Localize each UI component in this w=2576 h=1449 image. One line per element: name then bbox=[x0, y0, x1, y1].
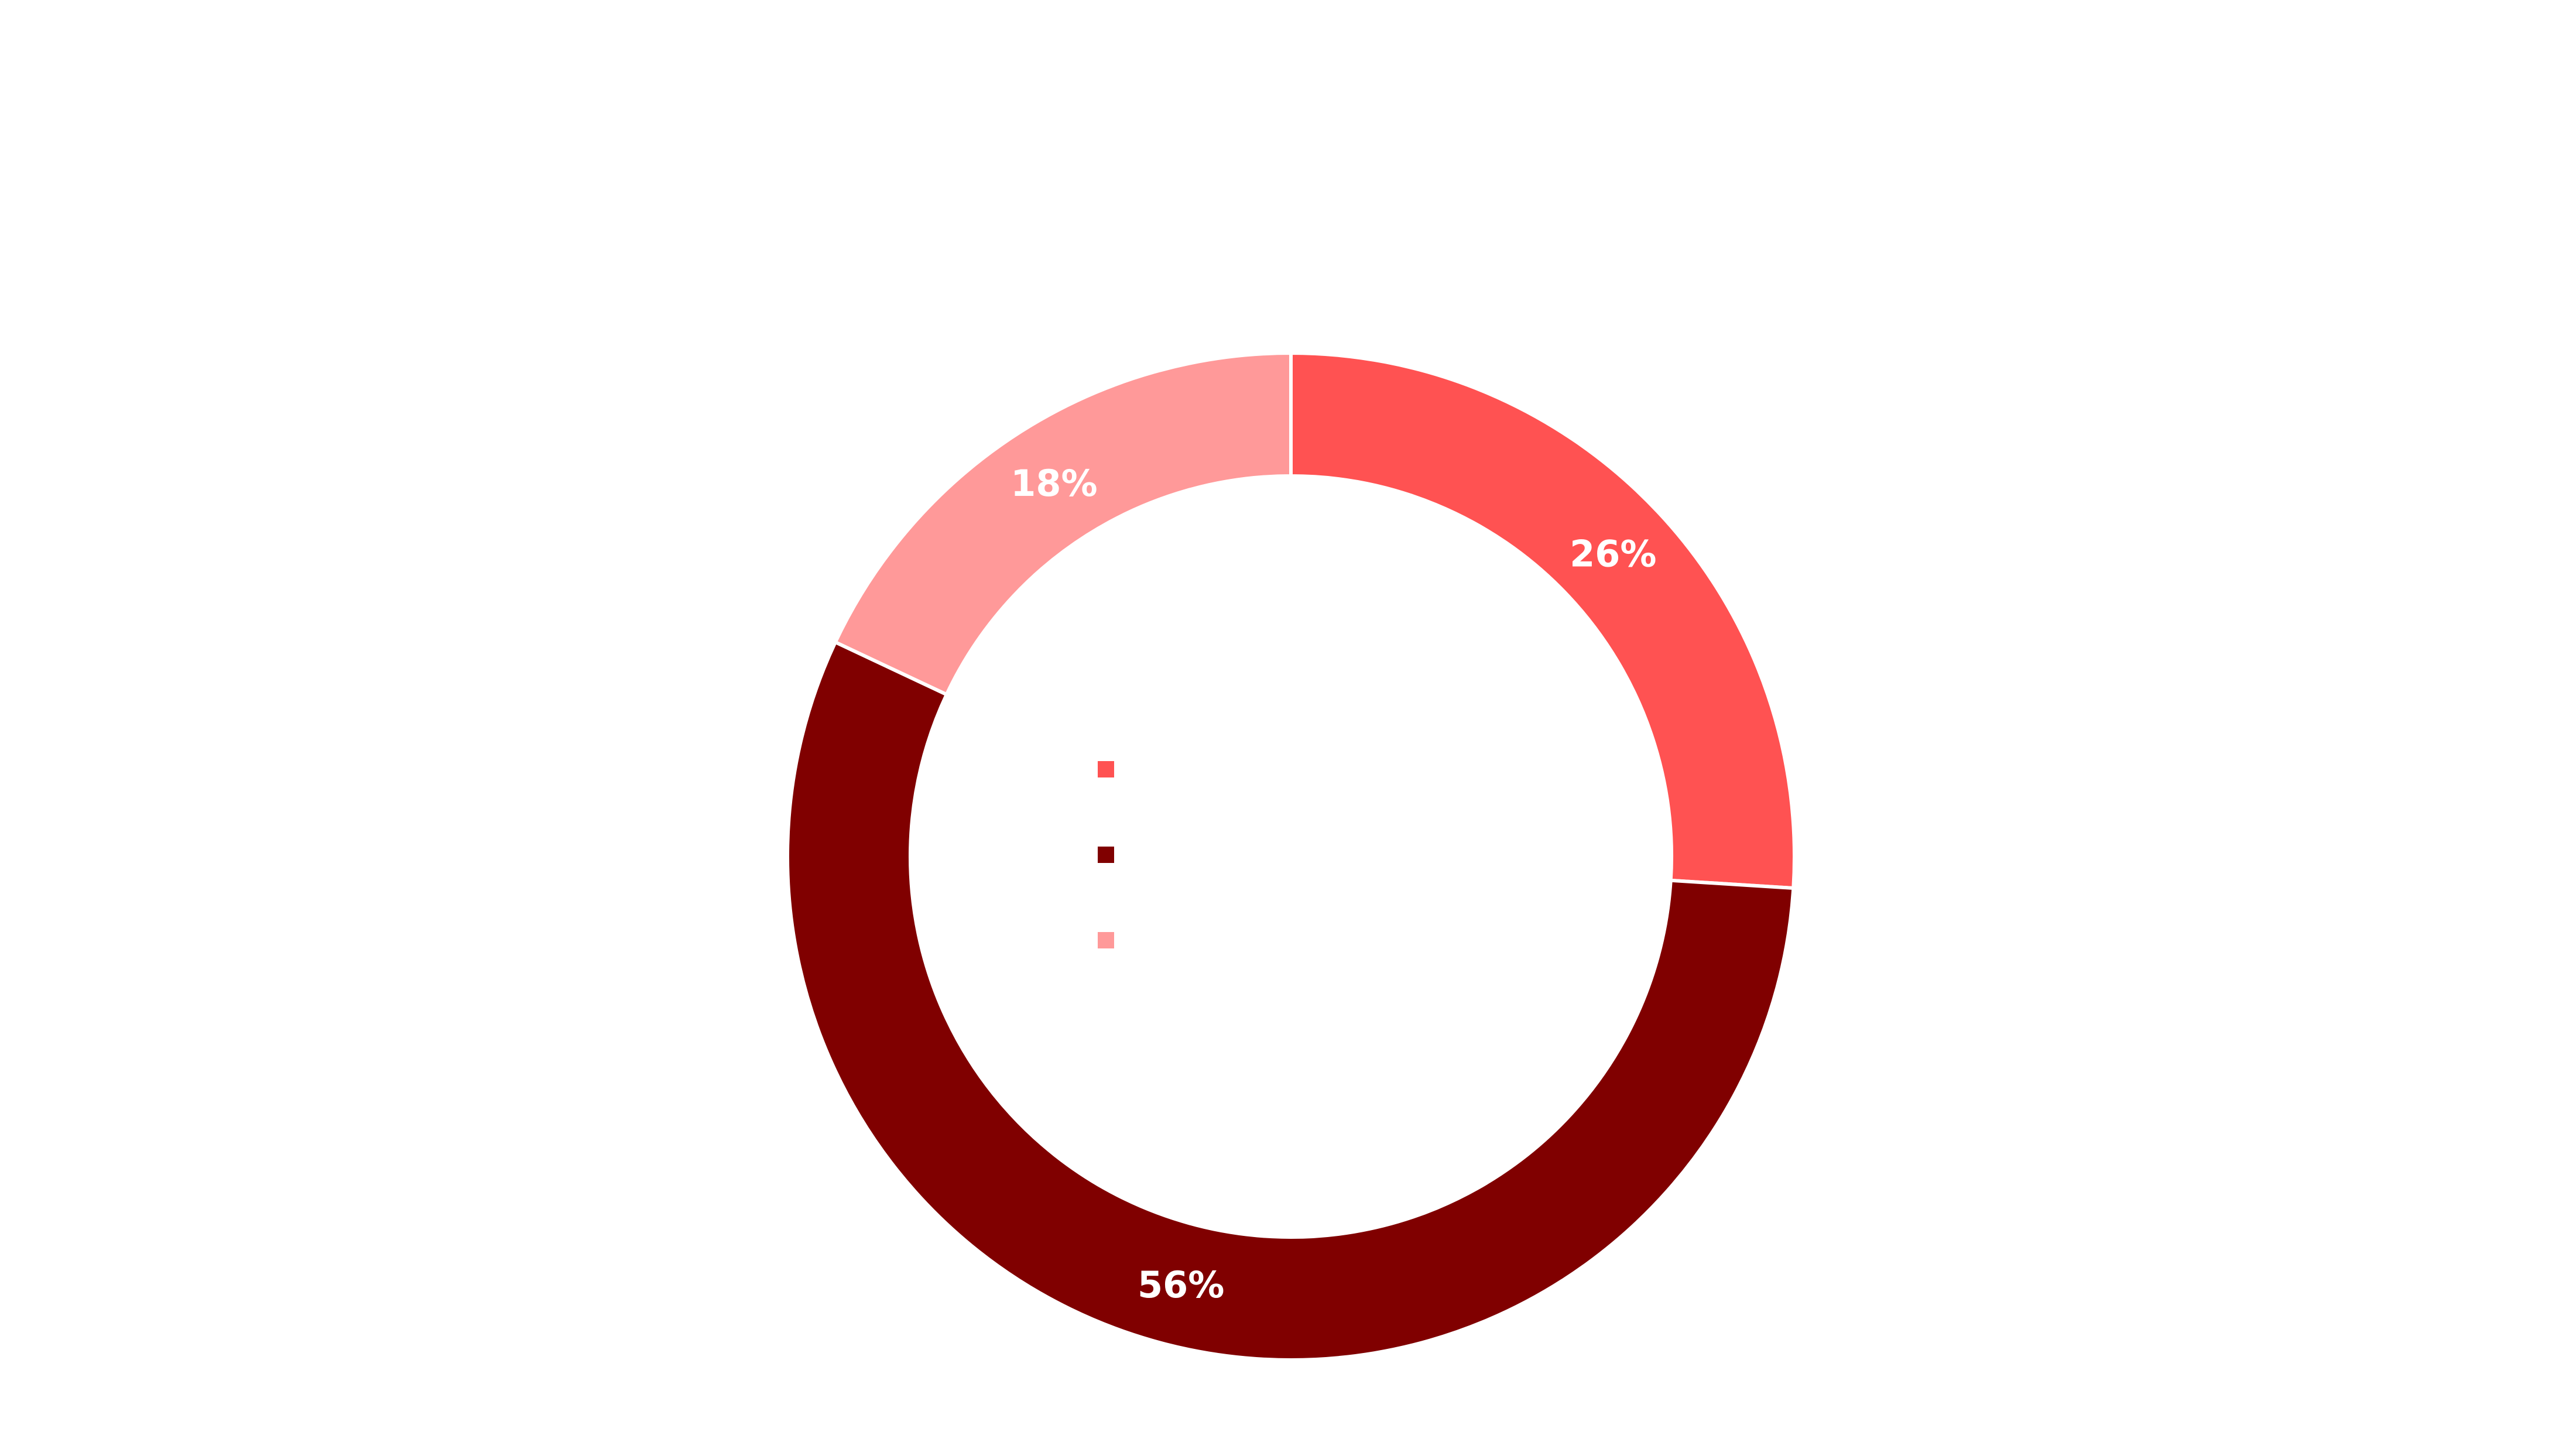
donut-slice-3 bbox=[833, 351, 1293, 697]
slices-layer bbox=[786, 351, 1796, 1362]
donut-slice-1 bbox=[1289, 351, 1796, 890]
legend-marker-2 bbox=[1098, 847, 1114, 863]
legend-marker-1 bbox=[1098, 761, 1114, 777]
legend-marker-3 bbox=[1098, 932, 1114, 948]
slice-label-3: 18% bbox=[1010, 462, 1097, 505]
legend bbox=[1098, 761, 1114, 948]
data-labels-layer: 26% 56% 18% bbox=[1010, 462, 1656, 1306]
slice-label-2: 56% bbox=[1138, 1263, 1224, 1306]
donut-slice-2 bbox=[786, 639, 1796, 1362]
slice-label-1: 26% bbox=[1570, 533, 1656, 576]
